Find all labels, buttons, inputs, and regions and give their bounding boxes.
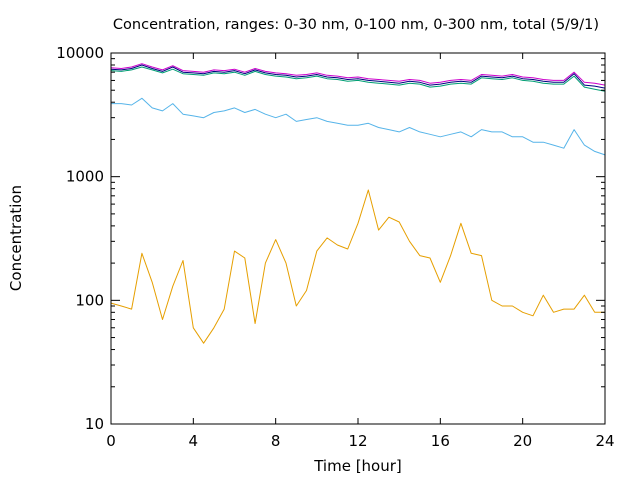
x-tick-label: 12 (348, 432, 367, 450)
axis-ticks: 0 4 8 12 16 20 24 10 100 1000 10000 (56, 44, 614, 450)
chart-title: Concentration, ranges: 0-30 nm, 0-100 nm… (113, 17, 599, 33)
y-tick-label: 10 (85, 415, 104, 433)
series-line-1 (110, 63, 606, 86)
x-axis-label: Time [hour] (313, 457, 402, 475)
series-line-2 (110, 64, 606, 89)
series-line-4 (111, 97, 606, 156)
y-tick-label: 100 (75, 291, 104, 309)
x-tick-label: 4 (189, 432, 199, 450)
y-tick-label: 1000 (66, 168, 104, 186)
series-line-3 (110, 66, 606, 92)
x-tick-label: 20 (513, 432, 532, 450)
x-tick-label: 24 (595, 432, 614, 450)
plot-area (110, 63, 606, 344)
plot-frame (110, 52, 606, 425)
x-tick-label: 16 (431, 432, 450, 450)
y-axis-label: Concentration (7, 185, 25, 291)
x-tick-label: 0 (106, 432, 116, 450)
y-tick-label: 10000 (56, 44, 104, 62)
series-line-5 (110, 189, 605, 344)
x-tick-label: 8 (271, 432, 281, 450)
